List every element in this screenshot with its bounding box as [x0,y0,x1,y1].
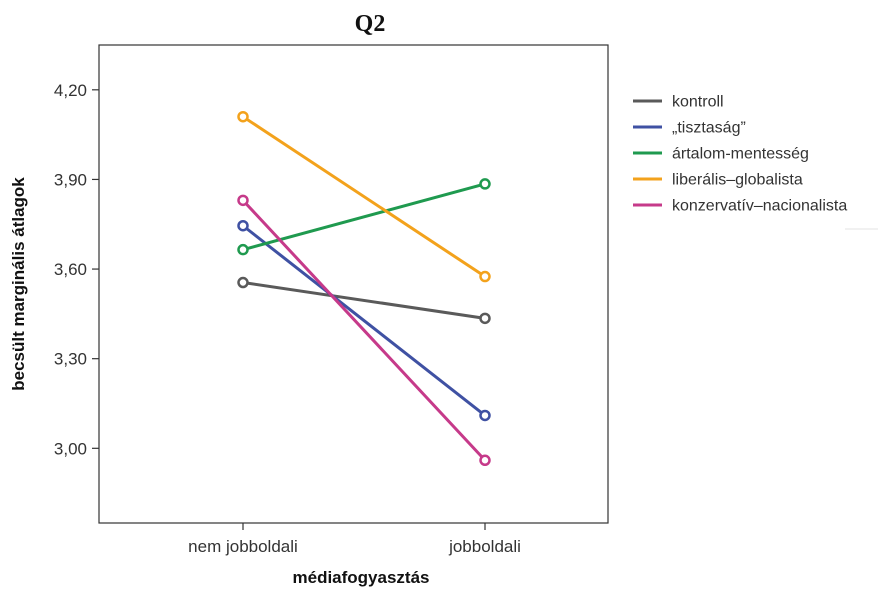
y-tick-label: 4,20 [54,81,87,100]
data-point [479,270,491,283]
y-axis-title: becsült marginális átlagok [9,177,28,391]
plot-frame [98,44,609,524]
data-point [237,194,249,207]
legend-label: konzervatív–nacionalista [672,198,847,215]
series-line [241,281,487,320]
chart-title: Q2 [355,11,386,37]
legend-label: ártalom-mentesség [672,146,809,163]
legend-label: kontroll [672,94,724,111]
y-tick-label: 3,30 [54,350,87,369]
y-tick-label: 3,00 [54,439,87,458]
series-3 [237,110,491,283]
y-tick-label: 3,60 [54,260,87,279]
series-4 [237,194,491,467]
data-point [237,276,249,289]
series-line [241,115,487,279]
data-point [479,312,491,325]
y-axis: 4,20 3,90 3,60 3,30 3,00 [54,81,99,458]
data-point [237,219,249,232]
data-point [237,243,249,256]
data-point [479,409,491,422]
series-2 [237,178,491,256]
series-0 [237,276,491,325]
x-axis: nem jobboldali jobboldali [188,523,521,556]
x-tick-label: jobboldali [448,537,521,556]
data-point [237,110,249,123]
legend-label: liberális–globalista [672,172,803,189]
x-tick-label: nem jobboldali [188,537,298,556]
legend-label: „tisztaság” [672,120,746,137]
series-line [241,198,487,462]
series-line [241,224,487,417]
series-layer [237,110,491,467]
series-line [241,182,487,252]
y-tick-label: 3,90 [54,170,87,189]
data-point [479,178,491,190]
x-axis-title: médiafogyasztás [293,568,430,587]
series-1 [237,219,491,422]
data-point [479,454,491,467]
legend: kontroll „tisztaság” ártalom-mentesség libe… [633,94,878,230]
